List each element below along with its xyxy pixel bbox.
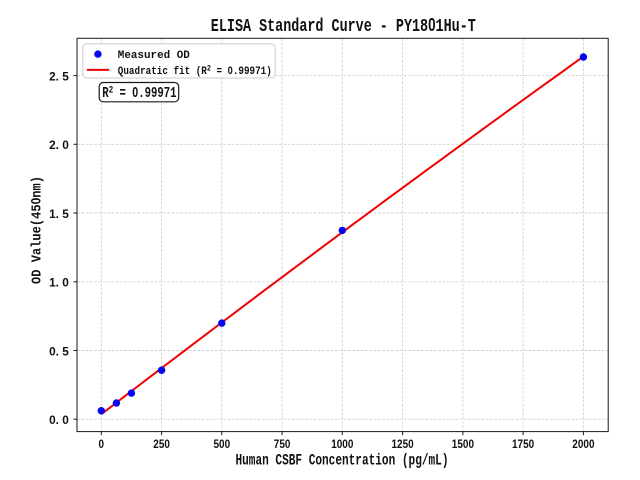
svg-text:Quadratic fit (R2 = 0.99971): Quadratic fit (R2 = 0.99971) [118, 65, 272, 78]
svg-text:1000: 1000 [331, 439, 353, 451]
svg-text:1250: 1250 [392, 439, 414, 451]
svg-text:0. 5: 0. 5 [49, 346, 69, 358]
svg-text:2. 0: 2. 0 [49, 140, 69, 152]
svg-text:1. 5: 1. 5 [49, 209, 69, 221]
svg-text:1. 0: 1. 0 [49, 278, 69, 290]
svg-text:500: 500 [214, 439, 231, 451]
svg-text:OD Value(450nm): OD Value(450nm) [28, 176, 46, 284]
svg-text:250: 250 [153, 439, 170, 451]
svg-text:1750: 1750 [512, 439, 534, 451]
svg-text:0. 0: 0. 0 [49, 415, 69, 427]
svg-text:ELISA Standard Curve - PY1801H: ELISA Standard Curve - PY1801Hu-T [211, 14, 476, 37]
svg-text:1500: 1500 [452, 439, 474, 451]
svg-text:2000: 2000 [572, 439, 594, 451]
svg-text:Measured OD: Measured OD [118, 50, 190, 62]
svg-text:750: 750 [274, 439, 291, 451]
svg-text:0: 0 [99, 439, 105, 451]
svg-text:2. 5: 2. 5 [49, 72, 69, 84]
svg-text:R2 = 0.99971: R2 = 0.99971 [102, 84, 176, 102]
svg-text:Human CSBF Concentration (pg/m: Human CSBF Concentration (pg/mL) [236, 452, 449, 470]
